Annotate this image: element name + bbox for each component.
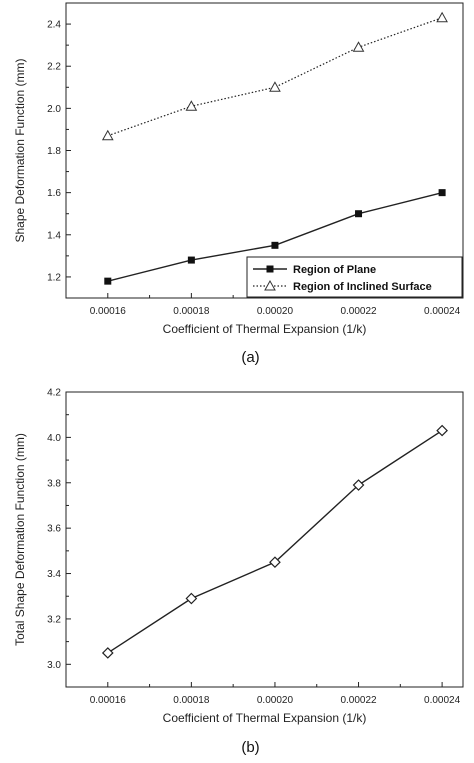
legend-marker: [264, 279, 276, 291]
y-tick-label: 3.4: [47, 569, 61, 580]
legend-label-0: Region of Plane: [293, 264, 376, 276]
x-tick-label: 0.00018: [173, 306, 210, 317]
y-axis-label: Shape Deformation Function (mm): [13, 58, 27, 242]
x-tick-label: 0.00024: [424, 695, 461, 706]
y-tick-label: 1.6: [47, 188, 61, 199]
data-point: [352, 41, 365, 52]
data-point: [436, 424, 448, 437]
y-tick-label: 2.2: [47, 62, 61, 73]
x-tick-label: 0.00016: [90, 306, 127, 317]
legend-label-1: Region of Inclined Surface: [293, 281, 432, 293]
x-axis-label: Coefficient of Thermal Expansion (1/k): [163, 322, 367, 336]
data-point: [187, 256, 195, 264]
plot-frame: [65, 2, 464, 299]
series-line-1: [107, 17, 443, 137]
series-line-0: [107, 429, 443, 654]
data-point: [438, 189, 446, 197]
data-point: [352, 479, 365, 491]
y-tick-label: 4.0: [47, 433, 61, 444]
chart-b: 3.0 3.2 3.4 3.6 3.8 4.0 4.2 0.00016 0.00018 0.000…: [13, 388, 464, 756]
legend-box: [246, 256, 463, 298]
y-tick-label: 3.6: [47, 524, 61, 535]
y-tick-label: 1.2: [47, 272, 61, 283]
figure-caption: (b): [241, 739, 259, 756]
legend-marker: [266, 265, 274, 273]
data-point: [185, 592, 198, 605]
data-point: [436, 11, 448, 23]
plot-frame: [65, 391, 464, 688]
data-point: [101, 647, 114, 659]
x-axis-label: Coefficient of Thermal Expansion (1/k): [163, 711, 367, 725]
x-tick-label: 0.00020: [257, 306, 294, 317]
y-tick-label: 3.8: [47, 478, 61, 489]
x-tick-label: 0.00022: [340, 306, 377, 317]
y-tick-label: 3.0: [47, 660, 61, 671]
data-point: [271, 241, 279, 249]
y-tick-label: 1.8: [47, 146, 61, 157]
y-tick-label: 1.4: [47, 230, 61, 241]
x-tick-label: 0.00022: [340, 695, 377, 706]
x-tick-label: 0.00016: [90, 695, 127, 706]
y-tick-label: 4.2: [47, 388, 61, 399]
x-tick-label: 0.00020: [257, 695, 294, 706]
data-point: [269, 81, 281, 92]
y-tick-label: 3.2: [47, 614, 61, 625]
data-point: [269, 556, 281, 569]
chart-a: 1.2 1.4 1.6 1.8 2.0 2.2 2.4 0.00016 0.00018 0.000…: [13, 2, 464, 366]
x-tick-label: 0.00018: [173, 695, 210, 706]
y-axis-label: Total Shape Deformation Function (mm): [13, 433, 27, 646]
data-point: [355, 210, 363, 218]
y-tick-label: 2.0: [47, 104, 61, 115]
data-point: [101, 129, 114, 141]
y-tick-label: 2.4: [47, 20, 61, 31]
data-point: [185, 100, 198, 111]
figure-caption: (a): [241, 349, 259, 366]
x-tick-label: 0.00024: [424, 306, 461, 317]
data-point: [104, 277, 112, 285]
